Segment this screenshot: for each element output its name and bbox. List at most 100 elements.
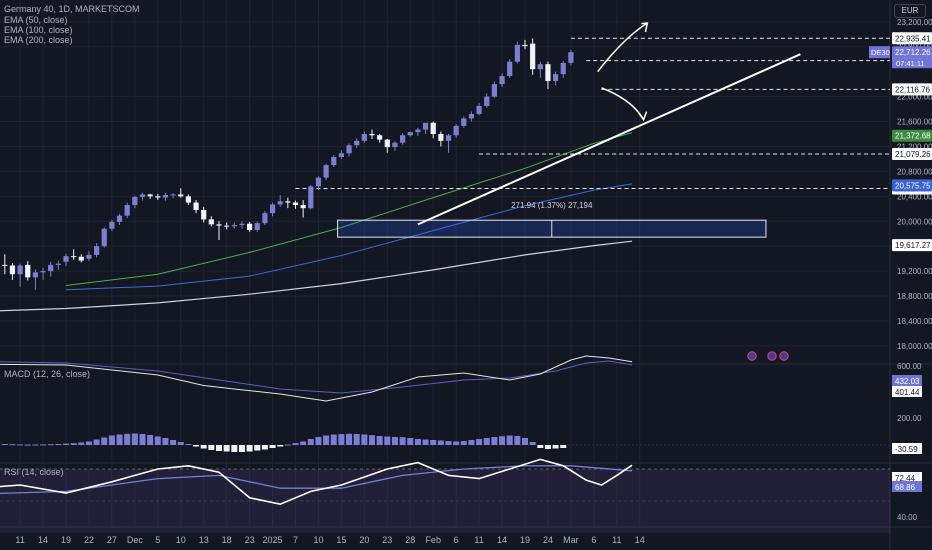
- macd-histogram-bar: [108, 435, 115, 445]
- macd-histogram-bar: [491, 437, 498, 445]
- candle-body: [315, 177, 322, 187]
- candle-body: [71, 256, 77, 258]
- candle-body: [354, 140, 360, 146]
- candle-body: [170, 194, 176, 196]
- price-label-tag: [892, 179, 932, 192]
- candle-body: [445, 135, 452, 141]
- level-price-label: 22,935.41: [895, 34, 931, 43]
- candle-body: [101, 228, 107, 247]
- candle-body: [9, 265, 16, 275]
- candle-body: [32, 272, 38, 278]
- macd-histogram-bar: [315, 437, 322, 445]
- candle-body: [308, 186, 314, 209]
- candle-body: [116, 215, 123, 222]
- time-tick-label: 28: [405, 535, 415, 545]
- macd-histogram-bar: [47, 444, 54, 446]
- ema50-line: [65, 132, 633, 286]
- macd-histogram-bar: [506, 435, 513, 445]
- time-tick-label: 23: [245, 535, 255, 545]
- candle-body: [499, 76, 505, 85]
- time-tick-label: 11: [15, 535, 24, 545]
- candle-body: [109, 221, 115, 229]
- price-tick-label: 23,200.00: [897, 18, 932, 27]
- price-tick-label: 18,800.00: [897, 292, 932, 301]
- arrow-down-head: [637, 111, 648, 122]
- level-price-tag: [892, 32, 932, 45]
- candle-body: [201, 210, 207, 220]
- candle-body: [514, 44, 520, 62]
- candle-body: [277, 201, 283, 205]
- candle-body: [25, 264, 31, 278]
- price-tick-label: 19,200.00: [897, 267, 932, 276]
- candle-body: [147, 194, 153, 197]
- time-tick-label: 6: [454, 535, 459, 545]
- macd-histogram-bar: [292, 443, 299, 445]
- candle-body: [292, 202, 299, 206]
- time-tick-label: 23: [382, 535, 392, 545]
- macd-histogram-bar: [78, 442, 85, 445]
- candle-body: [568, 52, 574, 63]
- candle-body: [231, 224, 237, 227]
- time-tick-label: 5: [155, 535, 160, 545]
- macd-histogram-bar: [338, 434, 345, 445]
- time-tick-label: 22: [84, 535, 94, 545]
- candle-body: [537, 64, 543, 70]
- candle-body: [155, 196, 161, 198]
- candle-body: [392, 142, 398, 148]
- candle-body: [323, 165, 329, 178]
- candle-body: [17, 265, 23, 275]
- macd-histogram-bar: [231, 445, 238, 452]
- candle-body: [262, 213, 268, 224]
- candle-body: [346, 145, 352, 154]
- time-tick-label: Feb: [425, 535, 441, 545]
- time-tick-label: 14: [38, 535, 48, 545]
- rsi-title: RSI (14, close): [4, 467, 64, 477]
- price-label-tag: [892, 46, 932, 59]
- price-label-value: 19,617.27: [895, 241, 931, 250]
- macd-histogram-bar: [391, 437, 398, 445]
- macd-histogram-bar: [131, 433, 138, 445]
- candle-body: [193, 202, 199, 211]
- macd-histogram-bar: [139, 434, 146, 445]
- macd-value-tag: [892, 443, 922, 454]
- level-price-tag: [892, 147, 932, 160]
- macd-histogram-bar: [376, 436, 383, 445]
- candle-body: [124, 205, 130, 216]
- candle-body: [407, 132, 413, 136]
- candle-body: [254, 223, 260, 230]
- macd-histogram-bar: [284, 444, 291, 446]
- candle-body: [132, 196, 138, 206]
- candle-body: [162, 195, 169, 198]
- rsi-tick-label: 40.00: [897, 513, 918, 522]
- time-tick-label: 15: [336, 535, 346, 545]
- price-label-value: 21,372.68: [895, 132, 931, 141]
- macd-histogram-bar: [537, 445, 544, 448]
- macd-histogram-bar: [414, 439, 421, 445]
- rsi-value-label: 72.44: [895, 474, 916, 483]
- macd-histogram-bar: [307, 439, 314, 445]
- countdown-label: 07:41:11: [896, 59, 925, 68]
- candle-body: [2, 264, 8, 266]
- candle-body: [300, 205, 306, 209]
- price-tick-label: 21,200.00: [897, 142, 932, 151]
- macd-value-tag: [892, 375, 922, 386]
- candle-body: [78, 256, 84, 261]
- macd-histogram-bar: [101, 437, 108, 445]
- time-tick-label: 27: [107, 535, 117, 545]
- currency-button[interactable]: EUR: [894, 4, 926, 18]
- symbol-tag: [869, 46, 890, 59]
- price-tick-label: 21,600.00: [897, 118, 932, 127]
- time-tick-label: 6: [591, 535, 596, 545]
- macd-histogram-bar: [17, 444, 24, 446]
- macd-histogram-bar: [246, 445, 253, 452]
- candle-body: [484, 96, 490, 106]
- candle-body: [384, 139, 390, 148]
- candle-body: [63, 256, 69, 262]
- macd-histogram-bar: [514, 436, 521, 445]
- price-label-tag: [892, 239, 932, 252]
- price-tick-label: 20,000.00: [897, 217, 932, 226]
- level-price-tag: [892, 83, 932, 96]
- macd-histogram-bar: [147, 435, 154, 445]
